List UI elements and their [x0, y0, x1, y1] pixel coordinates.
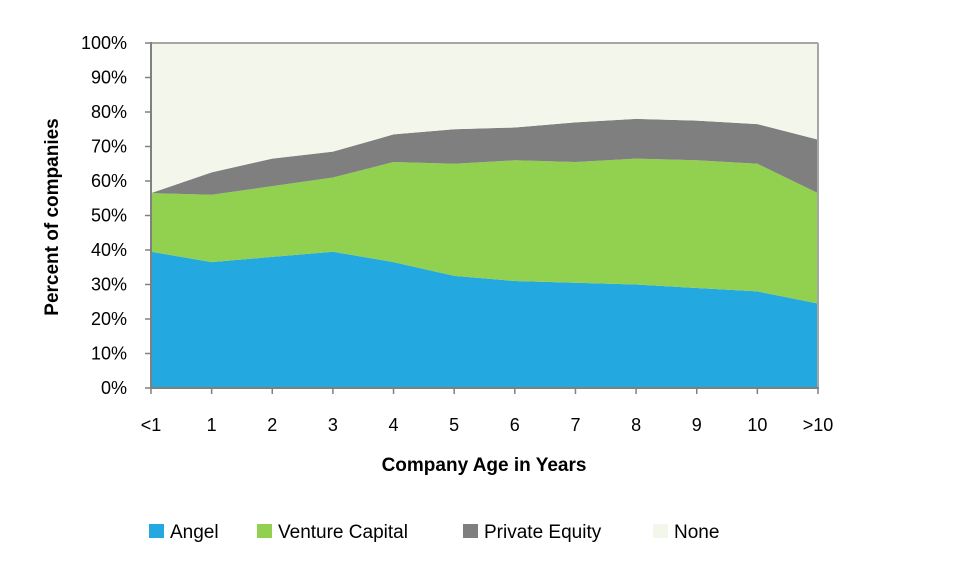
x-tick-label: 4: [389, 415, 399, 435]
area-venture-capital: [151, 158, 818, 304]
plot-area: [151, 43, 818, 388]
legend-swatch: [149, 524, 164, 538]
y-tick-label: 80%: [91, 102, 127, 122]
x-tick-label: 7: [570, 415, 580, 435]
legend-item-private-equity: Private Equity: [463, 522, 602, 543]
legend-label: Private Equity: [484, 522, 602, 543]
legend-item-none: None: [653, 522, 719, 543]
area-none: [151, 43, 818, 194]
x-tick-labels: <1 1 2 3 4 5 6 7 8 9 10 >10: [141, 415, 834, 435]
x-tick-label: 8: [631, 415, 641, 435]
y-tick-label: 70%: [91, 137, 127, 157]
y-axis-title: Percent of companies: [42, 118, 63, 315]
legend-label: Venture Capital: [278, 522, 408, 543]
y-tick-label: 10%: [91, 344, 127, 364]
x-tick-label: 5: [449, 415, 459, 435]
x-tick-label: >10: [803, 415, 834, 435]
y-tick-label: 40%: [91, 240, 127, 260]
x-tick-label: 10: [747, 415, 767, 435]
x-tick-label: 1: [207, 415, 217, 435]
y-tick-labels: 0% 10% 20% 30% 40% 50% 60% 70% 80% 90% 100%: [81, 33, 127, 398]
legend-swatch: [257, 524, 272, 538]
legend-swatch: [653, 524, 668, 538]
y-tick-label: 0%: [101, 378, 127, 398]
area-angel: [151, 251, 818, 388]
y-tick-label: 60%: [91, 171, 127, 191]
legend: Angel Venture Capital Private Equity None: [149, 522, 719, 543]
axes: [145, 42, 819, 394]
x-tick-label: <1: [141, 415, 162, 435]
x-axis-title: Company Age in Years: [382, 455, 587, 476]
y-tick-label: 100%: [81, 33, 127, 53]
y-tick-label: 30%: [91, 275, 127, 295]
y-tick-label: 50%: [91, 206, 127, 226]
legend-label: None: [674, 522, 719, 543]
area-private-equity: [151, 118, 818, 195]
x-tick-label: 3: [328, 415, 338, 435]
legend-item-angel: Angel: [149, 522, 219, 543]
y-tick-label: 20%: [91, 309, 127, 329]
legend-swatch: [463, 524, 478, 538]
legend-label: Angel: [170, 522, 219, 543]
x-tick-label: 9: [692, 415, 702, 435]
y-tick-label: 90%: [91, 68, 127, 88]
x-tick-label: 2: [267, 415, 277, 435]
x-tick-label: 6: [510, 415, 520, 435]
legend-item-venture-capital: Venture Capital: [257, 522, 408, 543]
